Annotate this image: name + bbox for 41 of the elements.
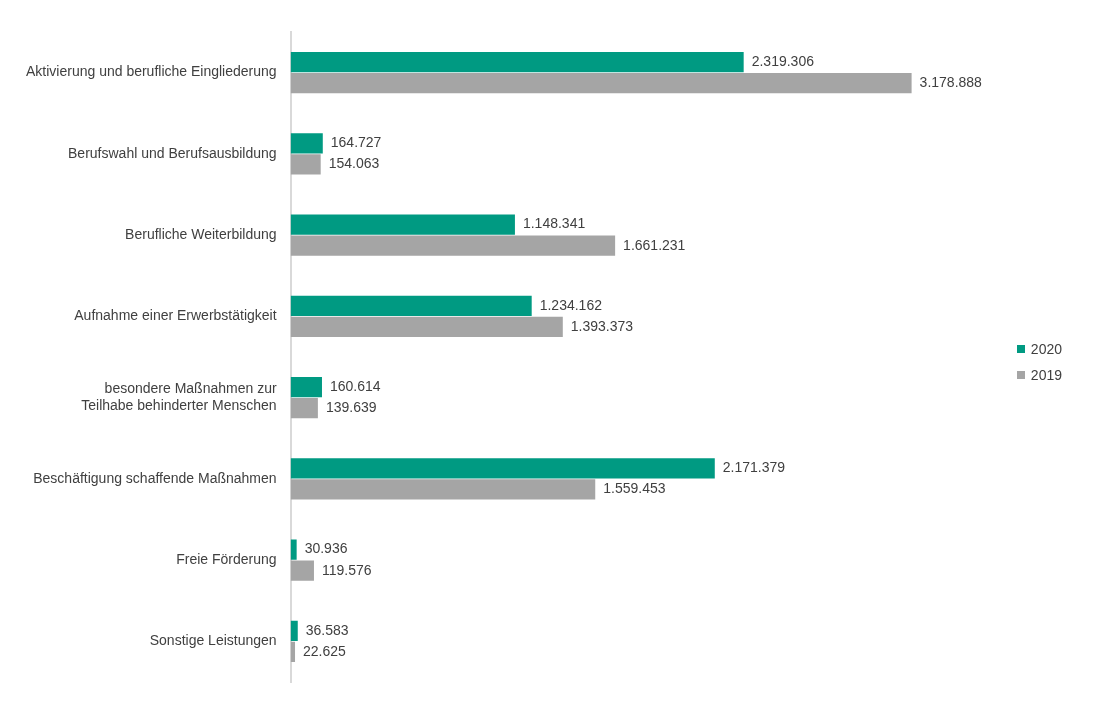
data-label: 36.583 xyxy=(305,621,349,638)
legend-label: 2019 xyxy=(1030,367,1062,383)
bar xyxy=(290,539,297,560)
bar xyxy=(290,479,596,500)
data-label: 119.576 xyxy=(321,561,372,578)
bar xyxy=(290,376,322,398)
data-label: 1.661.231 xyxy=(623,236,686,253)
bar xyxy=(290,398,318,419)
bar xyxy=(290,458,715,479)
y-tick-label: Beschäftigung schaffende Maßnahmen xyxy=(33,469,277,486)
data-label: 3.178.888 xyxy=(919,74,983,91)
y-tick-label: Aktivierung und berufliche Eingliederung xyxy=(26,63,277,80)
data-label: 30.936 xyxy=(304,540,348,557)
y-tick-label: Aufnahme einer Erwerbstätigkeit xyxy=(74,307,277,324)
data-label: 2.171.379 xyxy=(722,459,786,476)
data-label: 164.727 xyxy=(330,134,382,151)
bar xyxy=(290,560,314,581)
data-label: 139.639 xyxy=(325,399,377,416)
bar xyxy=(290,73,912,94)
y-tick-label: besondere Maßnahmen zur Teilhabe behinderter Menschen xyxy=(81,380,277,413)
data-label: 1.148.341 xyxy=(522,215,586,232)
data-label: 1.393.373 xyxy=(570,317,634,334)
bar xyxy=(290,51,744,73)
bar xyxy=(290,295,532,316)
data-label: 1.234.162 xyxy=(539,296,603,313)
data-label: 2.319.306 xyxy=(751,52,815,69)
bar xyxy=(290,316,563,338)
data-label: 154.063 xyxy=(328,155,380,172)
data-label: 160.614 xyxy=(329,377,381,394)
y-tick-label: Berufliche Weiterbildung xyxy=(125,225,277,242)
y-tick-label: Freie Förderung xyxy=(176,550,277,567)
bar xyxy=(290,133,323,154)
bar xyxy=(290,214,515,235)
y-tick-label: Berufswahl und Berufsausbildung xyxy=(68,144,277,161)
bar xyxy=(290,154,321,175)
data-label: 1.559.453 xyxy=(603,480,666,497)
bar xyxy=(290,235,616,256)
bar xyxy=(290,620,298,641)
y-tick-label: Sonstige Leistungen xyxy=(149,632,277,649)
data-label: 22.625 xyxy=(303,642,347,659)
legend-label: 2020 xyxy=(1030,341,1062,357)
